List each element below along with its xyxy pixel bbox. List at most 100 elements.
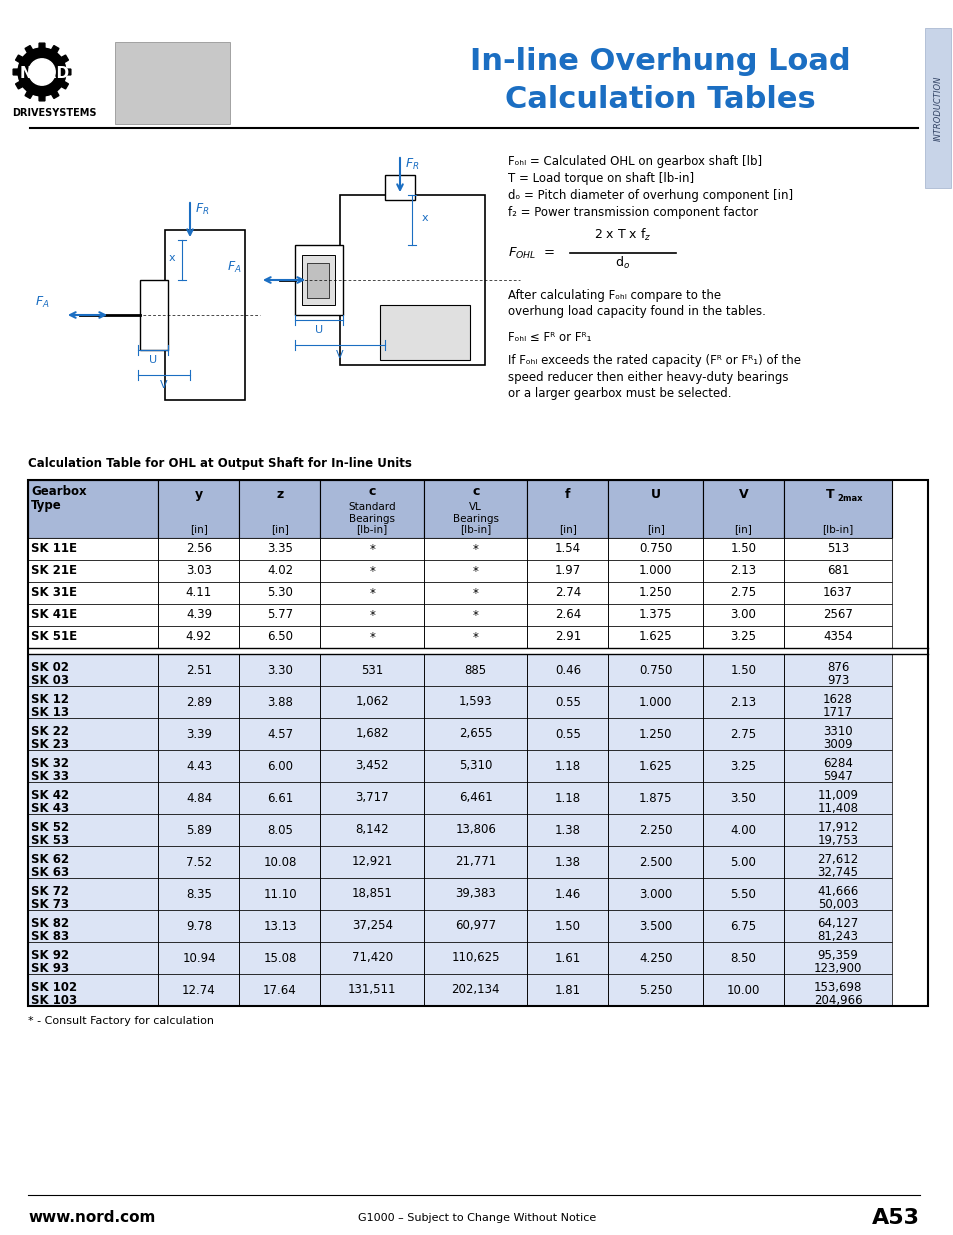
Bar	[158, 655, 239, 685]
Bar	[302, 254, 335, 305]
Bar	[608, 626, 702, 648]
Text: 4.92: 4.92	[186, 631, 212, 643]
Bar	[702, 655, 783, 685]
Bar	[28, 626, 158, 648]
Text: overhung load capacity found in the tables.: overhung load capacity found in the tabl…	[507, 305, 765, 317]
Text: [in]: [in]	[734, 524, 752, 534]
Bar	[783, 480, 891, 538]
Text: 71,420: 71,420	[352, 951, 393, 965]
Text: *: *	[369, 631, 375, 643]
Text: Type: Type	[30, 499, 62, 513]
Bar	[608, 655, 702, 685]
Text: 1.50: 1.50	[730, 542, 756, 556]
Text: c: c	[472, 485, 479, 498]
Bar	[158, 480, 239, 538]
Bar	[783, 559, 891, 582]
Text: 95,359: 95,359	[817, 948, 858, 962]
Bar	[527, 750, 608, 782]
Bar	[527, 538, 608, 559]
Text: 2.56: 2.56	[186, 542, 212, 556]
Text: 1.000: 1.000	[639, 695, 672, 709]
Text: 32,745: 32,745	[817, 866, 858, 879]
Bar	[239, 655, 320, 685]
Text: [lb-in]: [lb-in]	[459, 524, 491, 534]
Text: 153,698: 153,698	[813, 981, 862, 994]
Bar	[158, 878, 239, 910]
Bar	[527, 782, 608, 814]
Bar	[423, 604, 527, 626]
Text: 3.500: 3.500	[639, 920, 672, 932]
Text: 8.50: 8.50	[730, 951, 756, 965]
Bar	[527, 974, 608, 1007]
Bar	[423, 718, 527, 750]
Text: 6.00: 6.00	[267, 760, 293, 773]
Text: 110,625: 110,625	[451, 951, 499, 965]
Text: 2.75: 2.75	[730, 727, 756, 741]
Text: 1.375: 1.375	[639, 609, 672, 621]
Text: 2.500: 2.500	[639, 856, 672, 868]
Circle shape	[18, 48, 66, 96]
Text: Fₒₕₗ = Calculated OHL on gearbox shaft [lb]: Fₒₕₗ = Calculated OHL on gearbox shaft […	[507, 156, 761, 168]
Text: SK 22: SK 22	[30, 725, 69, 739]
Text: 39,383: 39,383	[455, 888, 496, 900]
Text: 15.08: 15.08	[263, 951, 296, 965]
Bar	[783, 750, 891, 782]
Text: 5.30: 5.30	[267, 587, 293, 599]
Text: SK 63: SK 63	[30, 866, 69, 879]
Text: www.nord.com: www.nord.com	[28, 1210, 155, 1225]
Bar	[320, 782, 423, 814]
Bar	[239, 559, 320, 582]
Bar	[527, 480, 608, 538]
Text: $F_{OHL}$  =: $F_{OHL}$ =	[507, 246, 555, 261]
Bar	[239, 846, 320, 878]
Bar	[423, 559, 527, 582]
Text: 2.250: 2.250	[639, 824, 672, 836]
Bar	[158, 846, 239, 878]
Bar	[527, 604, 608, 626]
Text: 5.77: 5.77	[267, 609, 293, 621]
Text: [lb-in]: [lb-in]	[356, 524, 388, 534]
Bar	[158, 910, 239, 942]
Bar	[783, 718, 891, 750]
Bar	[423, 582, 527, 604]
Text: 1.50: 1.50	[555, 920, 580, 932]
Text: 3.000: 3.000	[639, 888, 672, 900]
Text: 3.30: 3.30	[267, 663, 293, 677]
Bar	[608, 910, 702, 942]
Text: SK 41E: SK 41E	[30, 609, 77, 621]
Text: 1.81: 1.81	[555, 983, 580, 997]
Text: 2,655: 2,655	[458, 727, 492, 741]
Text: 6.50: 6.50	[267, 631, 293, 643]
Bar	[423, 782, 527, 814]
Bar	[423, 480, 527, 538]
Text: 19,753: 19,753	[817, 834, 858, 847]
Text: dₒ = Pitch diameter of overhung component [in]: dₒ = Pitch diameter of overhung componen…	[507, 189, 792, 203]
Text: 681: 681	[826, 564, 848, 578]
Text: SK 32: SK 32	[30, 757, 69, 769]
Bar	[28, 648, 927, 655]
Bar	[140, 280, 168, 350]
Text: 50,003: 50,003	[817, 898, 858, 911]
Bar	[28, 604, 158, 626]
Bar	[320, 685, 423, 718]
Bar	[608, 582, 702, 604]
Text: 37,254: 37,254	[352, 920, 393, 932]
Text: 0.46: 0.46	[555, 663, 580, 677]
Bar	[320, 814, 423, 846]
Bar	[320, 974, 423, 1007]
Text: 7.52: 7.52	[186, 856, 212, 868]
Bar	[527, 910, 608, 942]
Text: VL
Bearings: VL Bearings	[453, 501, 498, 524]
Text: 6284: 6284	[822, 757, 852, 769]
Text: *: *	[473, 542, 478, 556]
Text: 1.625: 1.625	[639, 760, 672, 773]
Text: 6.61: 6.61	[267, 792, 293, 804]
Bar	[423, 846, 527, 878]
Bar	[239, 538, 320, 559]
Bar	[702, 942, 783, 974]
Text: 2max: 2max	[836, 494, 862, 503]
Bar	[158, 582, 239, 604]
Text: SK 33: SK 33	[30, 769, 69, 783]
Polygon shape	[25, 88, 34, 99]
Text: 3310: 3310	[822, 725, 852, 739]
